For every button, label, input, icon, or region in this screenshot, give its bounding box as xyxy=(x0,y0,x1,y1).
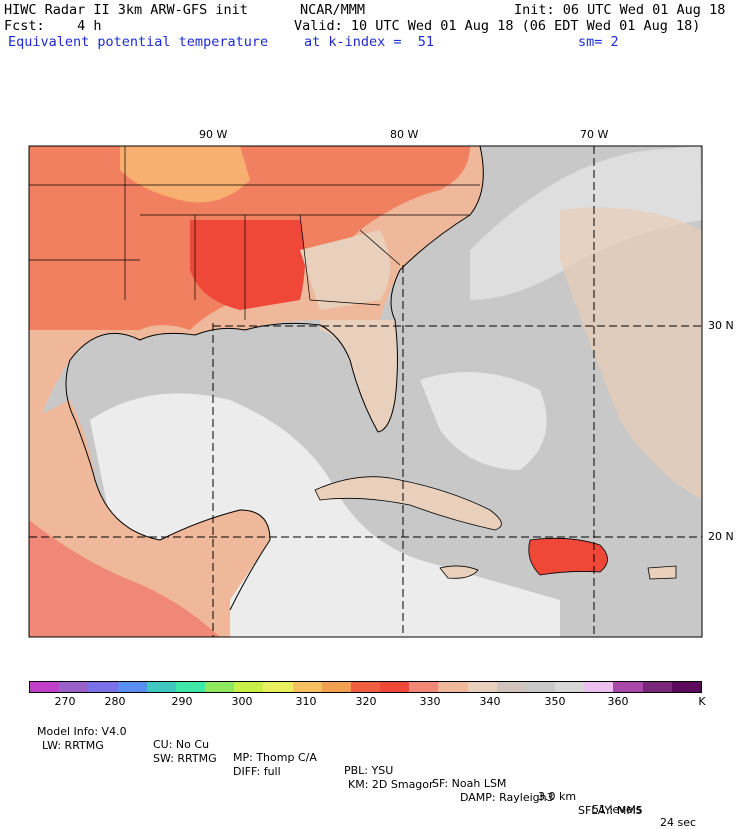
colorbar-swatch xyxy=(321,682,351,692)
smoothing-label: sm= 2 xyxy=(578,34,619,50)
colorbar-tick-label: 270 xyxy=(54,695,76,708)
map-frame xyxy=(28,145,703,638)
lon-label-80w: 80 W xyxy=(390,128,419,141)
ozarks-warm-region xyxy=(120,146,250,203)
colorbar-swatch xyxy=(175,682,206,692)
atlantic-warm-region xyxy=(560,207,702,500)
colorbar-tick-label: 300 xyxy=(231,695,253,708)
forecast-hour: Fcst: 4 h xyxy=(4,18,102,34)
cuba-land xyxy=(314,476,502,531)
jamaica-land xyxy=(439,565,479,579)
colorbar-swatch xyxy=(496,682,526,692)
gulf-coast-hot-region xyxy=(190,220,305,310)
florida-land xyxy=(320,320,398,432)
colorbar-swatch xyxy=(263,682,293,692)
lon-label-90w: 90 W xyxy=(199,128,228,141)
footer-mp: MP: Thomp C/A xyxy=(233,751,317,764)
colorbar-swatch xyxy=(117,682,147,692)
puerto-rico-land xyxy=(647,565,677,580)
coastline xyxy=(65,146,484,611)
colorbar-tick-label: 320 xyxy=(355,695,377,708)
footer-lw: LW: RRTMG xyxy=(42,739,104,752)
colorbar-swatch xyxy=(350,682,381,692)
lat-label-20n: 20 N xyxy=(708,530,734,543)
colorbar-swatch xyxy=(205,682,235,692)
bahamas-light-region xyxy=(420,372,547,470)
colorbar-swatch xyxy=(584,682,614,692)
colorbar-swatch xyxy=(292,682,322,692)
colorbar-swatch xyxy=(380,682,410,692)
colorbar-swatch xyxy=(234,682,264,692)
colorbar-swatch xyxy=(642,682,672,692)
state-boundaries xyxy=(29,146,480,320)
footer-line-1: Model Info: V4.0 CU: No Cu MP: Thomp C/A… xyxy=(30,712,696,829)
init-time: Init: 06 UTC Wed 01 Aug 18 xyxy=(514,2,726,18)
colorbar-swatch xyxy=(613,682,643,692)
footer-sf: SF: Noah LSM xyxy=(432,777,507,790)
footer-model-info: Model Info: V4.0 xyxy=(37,725,127,738)
colorbar-tick-label: 290 xyxy=(171,695,193,708)
colorbar-swatch xyxy=(146,682,176,692)
colorbar-swatch xyxy=(555,682,585,692)
lat-label-30n: 30 N xyxy=(708,319,734,332)
colorbar-tick-label: 360 xyxy=(607,695,629,708)
colorbar-tick-label: 310 xyxy=(295,695,317,708)
valid-time: Valid: 10 UTC Wed 01 Aug 18 (06 EDT Wed … xyxy=(294,18,701,34)
colorbar-swatch xyxy=(30,682,60,692)
colorbar-swatch xyxy=(525,682,556,692)
footer-sflay: SFLAY: MM5 xyxy=(578,804,643,817)
mexico-south-region xyxy=(29,520,220,637)
colorbar-swatch xyxy=(409,682,439,692)
colorbar-tick-label: 340 xyxy=(479,695,501,708)
colorbar-tick-label: 350 xyxy=(544,695,566,708)
org-label: NCAR/MMM xyxy=(300,2,366,18)
lon-label-70w: 70 W xyxy=(580,128,609,141)
footer-sw: SW: RRTMG xyxy=(153,752,217,765)
colorbar xyxy=(29,681,702,693)
footer-pbl: PBL: YSU xyxy=(344,764,394,777)
colorbar-swatch xyxy=(467,682,497,692)
colorbar-tick-label: K xyxy=(698,695,706,708)
level-label: at k-index = 51 xyxy=(304,34,435,50)
footer-timestep: 24 sec xyxy=(660,816,697,829)
weather-map xyxy=(28,145,703,638)
model-title: HIWC Radar II 3km ARW-GFS init xyxy=(4,2,248,18)
colorbar-swatch xyxy=(671,682,701,692)
colorbar-swatch xyxy=(438,682,468,692)
latlon-grid xyxy=(29,146,702,637)
footer-km: KM: 2D Smagor xyxy=(348,778,434,791)
georgia-region xyxy=(300,230,390,310)
colorbar-swatch xyxy=(59,682,89,692)
footer-damp: DAMP: Rayleigh3 xyxy=(460,791,554,804)
field-name: Equivalent potential temperature xyxy=(8,34,269,50)
hispaniola-land xyxy=(528,537,608,576)
colorbar-tick-label: 280 xyxy=(104,695,126,708)
footer-diff: DIFF: full xyxy=(233,765,281,778)
colorbar-swatch xyxy=(88,682,118,692)
colorbar-tick-label: 330 xyxy=(419,695,441,708)
